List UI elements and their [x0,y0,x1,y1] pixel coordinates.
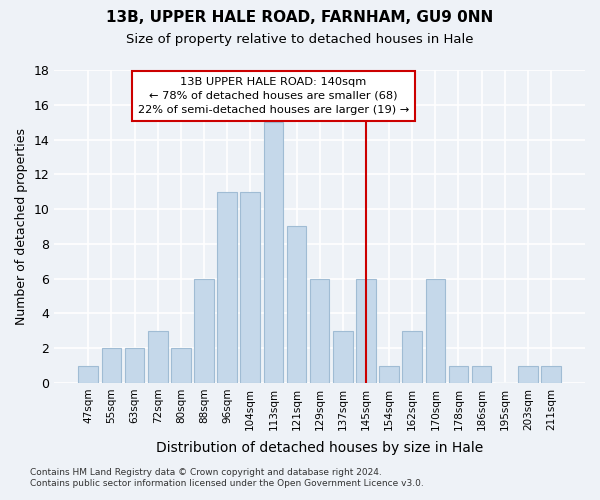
Bar [171,348,191,383]
Bar [217,192,237,383]
Bar [518,366,538,383]
Bar [333,331,353,383]
Bar [541,366,561,383]
Y-axis label: Number of detached properties: Number of detached properties [15,128,28,325]
Text: 13B UPPER HALE ROAD: 140sqm
← 78% of detached houses are smaller (68)
22% of sem: 13B UPPER HALE ROAD: 140sqm ← 78% of det… [138,77,409,115]
Bar [125,348,145,383]
Text: Size of property relative to detached houses in Hale: Size of property relative to detached ho… [126,32,474,46]
Text: 13B, UPPER HALE ROAD, FARNHAM, GU9 0NN: 13B, UPPER HALE ROAD, FARNHAM, GU9 0NN [106,10,494,25]
X-axis label: Distribution of detached houses by size in Hale: Distribution of detached houses by size … [156,441,483,455]
Bar [425,278,445,383]
Bar [403,331,422,383]
Bar [356,278,376,383]
Bar [101,348,121,383]
Bar [449,366,469,383]
Bar [287,226,307,383]
Bar [79,366,98,383]
Text: Contains HM Land Registry data © Crown copyright and database right 2024.
Contai: Contains HM Land Registry data © Crown c… [30,468,424,487]
Bar [379,366,399,383]
Bar [194,278,214,383]
Bar [148,331,167,383]
Bar [472,366,491,383]
Bar [263,122,283,383]
Bar [241,192,260,383]
Bar [310,278,329,383]
